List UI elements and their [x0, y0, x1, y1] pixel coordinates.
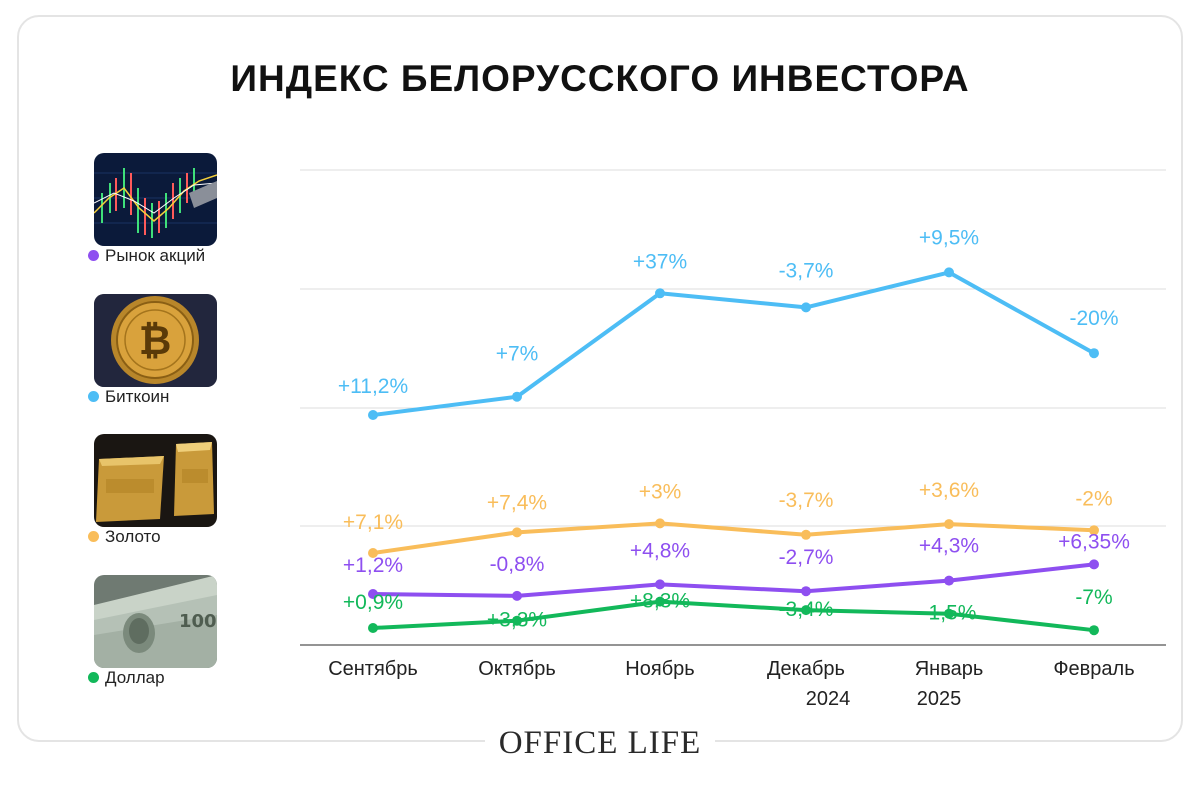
- legend-label-gold: Золото: [88, 527, 161, 547]
- data-point: [801, 529, 811, 540]
- legend-item-gold: Золото: [88, 434, 278, 564]
- series-line: [371, 521, 1096, 555]
- data-label: +4,8%: [630, 539, 690, 562]
- data-point: [655, 596, 665, 607]
- data-point: [655, 288, 665, 299]
- year-label: 2024: [806, 688, 851, 710]
- brand-logo: OFFICE LIFE: [0, 725, 1200, 762]
- x-tick-label: Январь: [915, 658, 984, 680]
- legend-item-bitcoin: ₿ Биткоин: [88, 294, 278, 424]
- data-point: [368, 623, 378, 633]
- data-point: [512, 527, 522, 538]
- data-label: +9,5%: [919, 226, 979, 249]
- data-label: +3,3%: [487, 609, 547, 632]
- x-tick-label: Декабрь: [767, 658, 845, 680]
- x-tick-label: Октябрь: [478, 658, 556, 680]
- data-point: [368, 410, 378, 420]
- legend-dot: [88, 672, 99, 683]
- x-tick-label: Ноябрь: [625, 658, 694, 680]
- x-tick-label: Февраль: [1053, 658, 1134, 680]
- data-label: +8,3%: [630, 590, 690, 613]
- data-label: +1,2%: [343, 554, 403, 577]
- gold-bars-image: [94, 434, 217, 527]
- legend-item-stocks: Рынок акций: [88, 153, 278, 283]
- legend-dot: [88, 391, 99, 402]
- data-label: +11,2%: [338, 375, 408, 398]
- data-point: [1089, 559, 1099, 570]
- svg-text:100: 100: [179, 611, 217, 632]
- series-line: [371, 599, 1096, 633]
- bitcoin-image: ₿: [94, 294, 217, 387]
- data-point: [801, 605, 811, 616]
- legend-item-dollar: 100 Доллар: [88, 575, 278, 705]
- legend-label-dollar: Доллар: [88, 668, 165, 688]
- data-label: +3,6%: [919, 479, 979, 502]
- series-line: [371, 562, 1096, 598]
- data-label: -2%: [1075, 487, 1112, 510]
- dollar-bills-image: 100: [94, 575, 217, 668]
- data-label: +7,1%: [343, 511, 403, 534]
- data-label: -0,8%: [490, 553, 545, 576]
- data-point: [655, 518, 665, 529]
- data-point: [801, 302, 811, 313]
- data-label: +3%: [639, 480, 682, 503]
- data-point: [368, 548, 378, 558]
- data-label: +6,35%: [1058, 530, 1130, 553]
- stock-chart-image: [94, 153, 217, 246]
- year-label: 2025: [917, 688, 962, 710]
- svg-text:₿: ₿: [139, 318, 172, 364]
- data-label: +7%: [496, 343, 539, 366]
- data-point: [368, 589, 378, 599]
- data-label: -3,7%: [779, 489, 834, 512]
- data-label: +4,3%: [919, 535, 979, 558]
- page-title: ИНДЕКС БЕЛОРУССКОГО ИНВЕСТОРА: [230, 58, 970, 99]
- legend-dot: [88, 531, 99, 542]
- data-point: [1089, 348, 1099, 359]
- data-point: [1089, 625, 1099, 636]
- series-line: [371, 270, 1096, 417]
- data-point: [655, 579, 665, 590]
- data-label: -20%: [1069, 307, 1118, 330]
- data-point: [512, 391, 522, 402]
- data-point: [801, 586, 811, 597]
- data-label: -3,7%: [779, 259, 834, 282]
- brand-name: OFFICE LIFE: [484, 725, 716, 762]
- data-point: [944, 267, 954, 278]
- data-label: -3,4%: [779, 598, 834, 621]
- data-point: [944, 519, 954, 530]
- data-point: [1089, 525, 1099, 536]
- data-label: -1,5%: [922, 602, 977, 625]
- data-label: +7,4%: [487, 491, 547, 514]
- data-point: [512, 615, 522, 626]
- x-tick-label: Сентябрь: [328, 658, 418, 680]
- data-label: -7%: [1075, 586, 1112, 609]
- data-label: +37%: [633, 250, 687, 273]
- data-label: -2,7%: [779, 546, 834, 569]
- data-point: [944, 575, 954, 586]
- data-point: [512, 590, 522, 601]
- legend-dot: [88, 250, 99, 261]
- legend-label-bitcoin: Биткоин: [88, 387, 169, 407]
- data-label: +0,9%: [343, 591, 403, 614]
- legend-label-stocks: Рынок акций: [88, 246, 205, 266]
- data-point: [944, 608, 954, 619]
